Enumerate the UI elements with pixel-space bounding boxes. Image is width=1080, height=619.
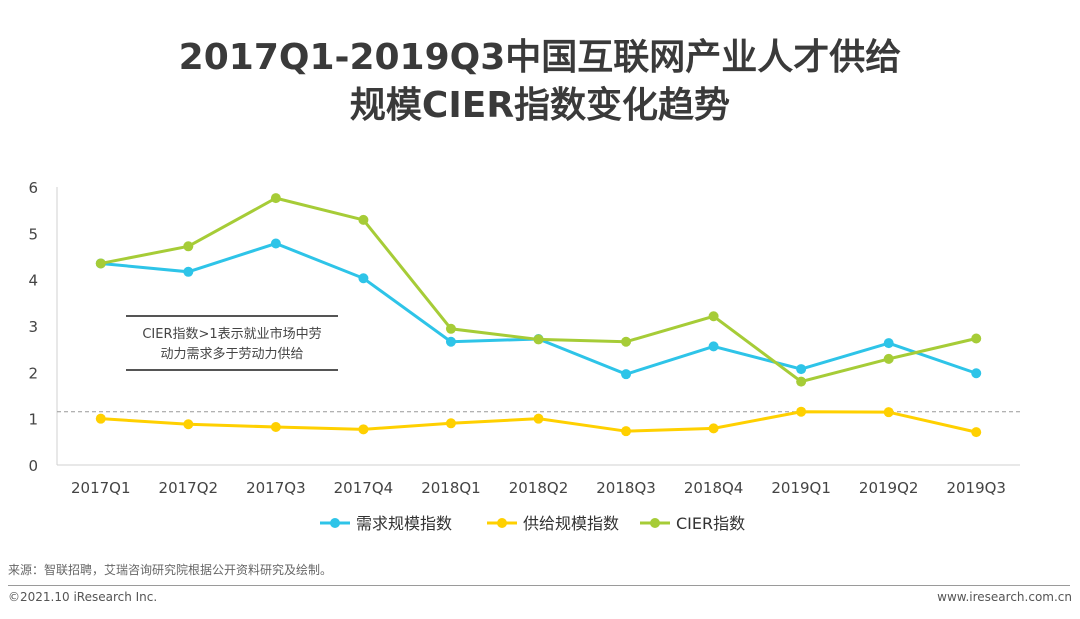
- data-point: [358, 273, 369, 284]
- x-tick-label: 2017Q4: [334, 479, 394, 497]
- data-point: [270, 422, 281, 433]
- legend: 需求规模指数 供给规模指数 CIER指数: [320, 514, 745, 533]
- data-point: [883, 353, 894, 364]
- data-point: [971, 427, 982, 438]
- data-point: [533, 413, 544, 424]
- data-point: [358, 424, 369, 435]
- y-tick-label: 4: [28, 272, 38, 290]
- data-point: [796, 364, 807, 375]
- x-tick-label: 2018Q4: [684, 479, 744, 497]
- footer-divider: [8, 585, 1070, 586]
- annotation-box: CIER指数>1表示就业市场中劳 动力需求多于劳动力供给: [126, 315, 338, 371]
- x-tick-label: 2017Q1: [71, 479, 131, 497]
- axes: 0 1 2 3 4 5 6 2017Q1 2017Q2 2017Q3 2017Q4 2018Q1 201…: [28, 179, 1020, 497]
- data-point: [971, 368, 982, 379]
- data-point: [270, 193, 281, 204]
- data-point: [358, 214, 369, 225]
- data-point: [708, 311, 719, 322]
- x-tick-label: 2019Q3: [946, 479, 1006, 497]
- x-tick-label: 2018Q1: [421, 479, 481, 497]
- data-point: [445, 336, 456, 347]
- data-point: [445, 323, 456, 334]
- y-tick-label: 6: [28, 179, 38, 197]
- legend-swatch-dot: [650, 518, 660, 528]
- data-point: [971, 333, 982, 344]
- data-point: [796, 376, 807, 387]
- y-tick-label: 3: [28, 318, 38, 336]
- x-tick-label: 2018Q3: [596, 479, 656, 497]
- data-point: [621, 369, 632, 380]
- x-tick-label: 2018Q2: [509, 479, 569, 497]
- data-point: [621, 336, 632, 347]
- data-point: [183, 266, 194, 277]
- data-point: [708, 341, 719, 352]
- chart-title-line2: 规模CIER指数变化趋势: [349, 85, 731, 126]
- data-point: [445, 418, 456, 429]
- annotation-line2: 动力需求多于劳动力供给: [160, 346, 303, 362]
- data-point: [708, 423, 719, 434]
- legend-label: 供给规模指数: [523, 514, 619, 533]
- data-point: [270, 238, 281, 249]
- data-point: [533, 334, 544, 345]
- legend-swatch-dot: [497, 518, 507, 528]
- legend-label: CIER指数: [676, 514, 745, 533]
- data-point: [183, 419, 194, 430]
- x-tick-label: 2017Q3: [246, 479, 306, 497]
- y-tick-label: 0: [28, 457, 38, 475]
- data-point: [621, 426, 632, 437]
- data-point: [883, 338, 894, 349]
- x-tick-label: 2019Q1: [771, 479, 831, 497]
- source-note: 来源：智联招聘，艾瑞咨询研究院根据公开资料研究及绘制。: [8, 563, 333, 577]
- y-tick-label: 1: [28, 411, 38, 429]
- series-group: [95, 193, 982, 438]
- chart-title-line1: 2017Q1-2019Q3中国互联网产业人才供给: [178, 37, 902, 78]
- x-tick-label: 2019Q2: [859, 479, 919, 497]
- y-tick-label: 2: [28, 364, 38, 382]
- copyright: ©2021.10 iResearch Inc.: [8, 590, 158, 604]
- website: www.iresearch.com.cn: [937, 590, 1072, 604]
- legend-swatch-dot: [330, 518, 340, 528]
- legend-label: 需求规模指数: [356, 514, 452, 533]
- annotation-line1: CIER指数>1表示就业市场中劳: [142, 326, 321, 342]
- data-point: [883, 407, 894, 418]
- data-point: [95, 413, 106, 424]
- x-tick-label: 2017Q2: [159, 479, 219, 497]
- data-point: [796, 406, 807, 417]
- data-point: [95, 258, 106, 269]
- data-point: [183, 241, 194, 252]
- y-tick-label: 5: [28, 225, 38, 243]
